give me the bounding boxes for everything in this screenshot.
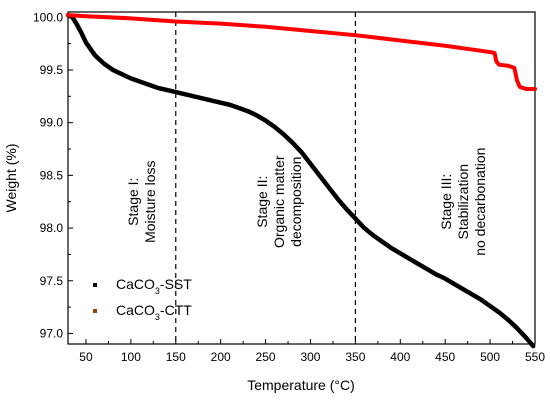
stage-annotation-line: no decarbonation xyxy=(472,148,488,256)
x-tick-label: 250 xyxy=(256,350,276,364)
stage-annotations: Stage I: Moisture loss Stage II: Organic ma… xyxy=(125,148,488,256)
stage-annotation-line: decomposition xyxy=(288,157,304,247)
x-tick-label: 50 xyxy=(79,350,93,364)
x-axis-title: Temperature (°C) xyxy=(247,377,355,393)
series-line-ctt xyxy=(66,13,537,91)
y-tick-label: 99.5 xyxy=(40,63,64,77)
x-tick-label: 500 xyxy=(480,350,500,364)
stage-annotation-line: Stage II: xyxy=(254,176,270,228)
stage-annotation-line: Moisture loss xyxy=(142,160,158,242)
plot-frame xyxy=(67,11,536,345)
x-tick-label: 550 xyxy=(525,350,545,364)
stage-annotation-1: Stage I: Moisture loss xyxy=(125,160,158,242)
y-tick-label: 98.0 xyxy=(40,221,64,235)
legend-marker xyxy=(93,283,97,287)
y-axis-ticks: 97.0 97.5 98.0 98.5 99.0 99.5 100.0 xyxy=(33,10,73,340)
y-axis-title: Weight (%) xyxy=(3,144,19,213)
legend-label: CaCO3-SST xyxy=(116,276,192,296)
stage-annotation-line: Stage I: xyxy=(125,178,141,226)
x-tick-label: 150 xyxy=(166,350,186,364)
stage-annotation-line: Stabilization xyxy=(455,164,471,240)
stage-dividers xyxy=(175,12,356,344)
x-tick-label: 100 xyxy=(121,350,141,364)
stage-annotation-2: Stage II: Organic matter decomposition xyxy=(254,155,304,248)
y-tick-label: 97.5 xyxy=(40,274,64,288)
x-tick-label: 450 xyxy=(435,350,455,364)
x-axis-ticks: 50 100 150 200 250 300 350 400 450 500 550 xyxy=(79,339,545,364)
y-tick-label: 98.5 xyxy=(40,168,64,182)
y-tick-label: 100.0 xyxy=(33,10,63,24)
x-tick-label: 400 xyxy=(390,350,410,364)
series-line-sst xyxy=(65,12,536,349)
x-tick-label: 300 xyxy=(300,350,320,364)
stage-annotation-line: Stage III: xyxy=(438,174,454,230)
legend-label: CaCO3-CTT xyxy=(116,302,192,322)
legend: CaCO3-SST CaCO3-CTT xyxy=(93,276,192,322)
series-layer xyxy=(65,12,537,349)
x-tick-label: 350 xyxy=(345,350,365,364)
x-tick-label: 200 xyxy=(211,350,231,364)
stage-annotation-line: Organic matter xyxy=(271,155,287,248)
legend-marker xyxy=(93,309,97,313)
stage-annotation-3: Stage III: Stabilization no decarbonation xyxy=(438,148,488,256)
y-tick-label: 99.0 xyxy=(40,116,64,130)
y-tick-label: 97.0 xyxy=(40,326,64,340)
